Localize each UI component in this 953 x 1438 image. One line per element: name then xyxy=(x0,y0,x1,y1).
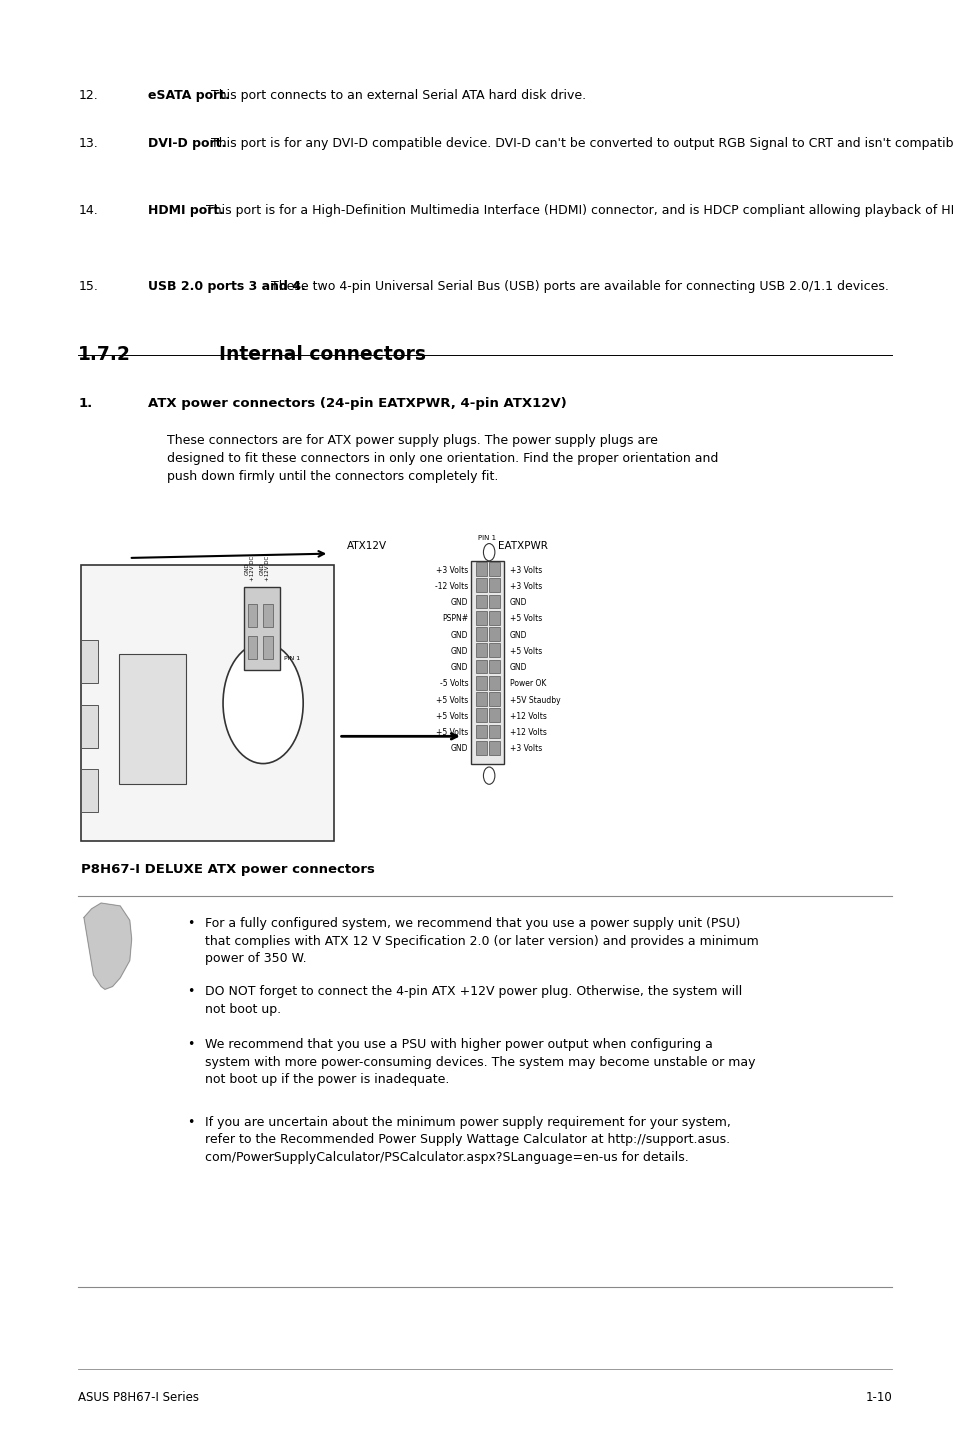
Text: This port is for any DVI-D compatible device. DVI-D can't be converted to output: This port is for any DVI-D compatible de… xyxy=(207,137,953,150)
Bar xyxy=(471,561,503,764)
Bar xyxy=(263,604,273,627)
Text: GND
+12V DC: GND +12V DC xyxy=(244,555,254,581)
Text: +5 Volts: +5 Volts xyxy=(436,712,468,720)
Text: ATX12V: ATX12V xyxy=(347,541,387,551)
Bar xyxy=(475,660,486,673)
Text: These two 4-pin Universal Serial Bus (USB) ports are available for connecting US: These two 4-pin Universal Serial Bus (US… xyxy=(267,280,887,293)
Text: Internal connectors: Internal connectors xyxy=(219,345,426,364)
Text: PSPN#: PSPN# xyxy=(442,614,468,624)
Text: USB 2.0 ports 3 and 4.: USB 2.0 ports 3 and 4. xyxy=(148,280,305,293)
Bar xyxy=(488,725,499,738)
Text: +5V Staudby: +5V Staudby xyxy=(509,696,560,705)
Text: 1-10: 1-10 xyxy=(864,1391,891,1403)
Text: -12 Volts: -12 Volts xyxy=(435,582,468,591)
Text: For a fully configured system, we recommend that you use a power supply unit (PS: For a fully configured system, we recomm… xyxy=(205,917,758,965)
Text: GND: GND xyxy=(451,663,468,672)
Bar xyxy=(475,725,486,738)
Text: GND: GND xyxy=(451,745,468,754)
Text: Power OK: Power OK xyxy=(509,680,546,689)
Circle shape xyxy=(483,766,495,784)
Bar xyxy=(475,741,486,755)
Bar xyxy=(81,565,334,841)
Text: ATX power connectors (24-pin EATXPWR, 4-pin ATX12V): ATX power connectors (24-pin EATXPWR, 4-… xyxy=(148,397,566,410)
Bar xyxy=(475,627,486,641)
Text: GND: GND xyxy=(451,631,468,640)
Circle shape xyxy=(483,544,495,561)
Bar xyxy=(488,660,499,673)
Text: +5 Volts: +5 Volts xyxy=(436,696,468,705)
Text: EATXPWR: EATXPWR xyxy=(497,541,547,551)
Text: P8H67-I DELUXE ATX power connectors: P8H67-I DELUXE ATX power connectors xyxy=(81,863,375,876)
Bar xyxy=(475,709,486,722)
Bar xyxy=(475,595,486,608)
Text: 12.: 12. xyxy=(78,89,98,102)
Bar xyxy=(475,578,486,592)
Bar xyxy=(81,705,98,748)
Text: GND: GND xyxy=(509,631,527,640)
Text: DO NOT forget to connect the 4-pin ATX +12V power plug. Otherwise, the system wi: DO NOT forget to connect the 4-pin ATX +… xyxy=(205,985,741,1015)
Text: HDMI port.: HDMI port. xyxy=(148,204,224,217)
Bar xyxy=(488,611,499,624)
Text: -5 Volts: -5 Volts xyxy=(439,680,468,689)
Text: 13.: 13. xyxy=(78,137,98,150)
Text: This port connects to an external Serial ATA hard disk drive.: This port connects to an external Serial… xyxy=(207,89,586,102)
Text: •: • xyxy=(187,917,194,930)
Bar xyxy=(81,769,98,812)
Text: PIN 1: PIN 1 xyxy=(477,535,496,541)
Text: These connectors are for ATX power supply plugs. The power supply plugs are
desi: These connectors are for ATX power suppl… xyxy=(167,434,718,483)
Bar xyxy=(81,640,98,683)
Text: •: • xyxy=(187,1116,194,1129)
Text: GND
+12V DC: GND +12V DC xyxy=(259,555,270,581)
Text: GND: GND xyxy=(509,663,527,672)
Text: +3 Volts: +3 Volts xyxy=(436,565,468,575)
Bar xyxy=(488,562,499,575)
Text: We recommend that you use a PSU with higher power output when configuring a
syst: We recommend that you use a PSU with hig… xyxy=(205,1038,755,1086)
Text: 15.: 15. xyxy=(78,280,98,293)
Polygon shape xyxy=(84,903,132,989)
Bar xyxy=(475,692,486,706)
Bar xyxy=(475,562,486,575)
Text: +5 Volts: +5 Volts xyxy=(436,728,468,738)
Text: If you are uncertain about the minimum power supply requirement for your system,: If you are uncertain about the minimum p… xyxy=(205,1116,730,1163)
Text: +3 Volts: +3 Volts xyxy=(509,745,541,754)
Text: •: • xyxy=(187,985,194,998)
Bar xyxy=(488,741,499,755)
Bar xyxy=(488,643,499,657)
Text: DVI-D port.: DVI-D port. xyxy=(148,137,226,150)
Text: •: • xyxy=(187,1038,194,1051)
Bar xyxy=(488,709,499,722)
Text: GND: GND xyxy=(451,647,468,656)
Text: +5 Volts: +5 Volts xyxy=(509,647,541,656)
Text: GND: GND xyxy=(509,598,527,607)
Bar xyxy=(119,654,186,784)
Text: PIN 1: PIN 1 xyxy=(284,656,300,661)
Bar xyxy=(475,676,486,690)
Bar xyxy=(488,595,499,608)
Text: 14.: 14. xyxy=(78,204,98,217)
Text: +12 Volts: +12 Volts xyxy=(509,728,546,738)
Bar xyxy=(248,604,257,627)
Bar xyxy=(488,578,499,592)
Bar xyxy=(244,587,280,670)
Bar xyxy=(488,627,499,641)
Text: +3 Volts: +3 Volts xyxy=(509,565,541,575)
Bar xyxy=(475,643,486,657)
Text: eSATA port.: eSATA port. xyxy=(148,89,230,102)
Text: 1.: 1. xyxy=(78,397,92,410)
Bar xyxy=(488,676,499,690)
Circle shape xyxy=(223,643,303,764)
Text: +5 Volts: +5 Volts xyxy=(509,614,541,624)
Text: ASUS P8H67-I Series: ASUS P8H67-I Series xyxy=(78,1391,199,1403)
Bar xyxy=(488,692,499,706)
Text: 1.7.2: 1.7.2 xyxy=(78,345,131,364)
Bar xyxy=(263,636,273,659)
Text: This port is for a High-Definition Multimedia Interface (HDMI) connector, and is: This port is for a High-Definition Multi… xyxy=(202,204,953,217)
Text: +3 Volts: +3 Volts xyxy=(509,582,541,591)
Text: +12 Volts: +12 Volts xyxy=(509,712,546,720)
Bar xyxy=(475,611,486,624)
Text: GND: GND xyxy=(451,598,468,607)
Bar xyxy=(248,636,257,659)
